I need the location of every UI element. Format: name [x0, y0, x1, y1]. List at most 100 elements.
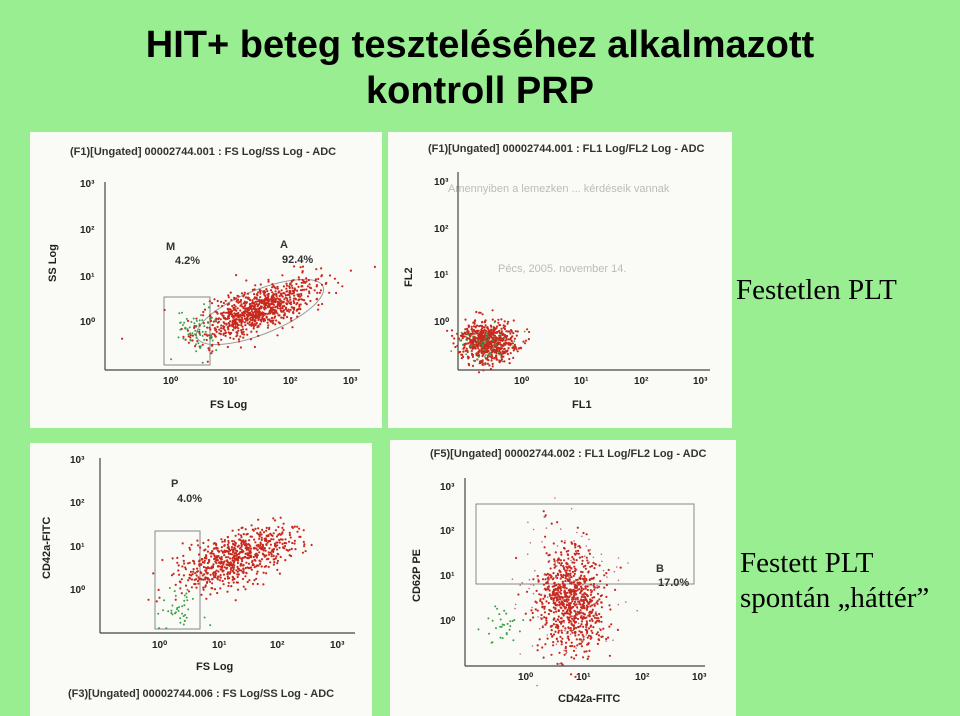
event-point	[274, 290, 277, 293]
event-point	[265, 558, 269, 561]
event-point	[584, 628, 587, 631]
event-point	[600, 553, 603, 555]
event-point	[488, 343, 491, 346]
event-point	[272, 563, 275, 566]
event-point	[251, 299, 254, 302]
event-point	[578, 576, 582, 579]
event-point	[592, 614, 595, 617]
event-point	[529, 542, 532, 544]
event-point	[576, 531, 578, 534]
event-point	[195, 586, 198, 589]
event-point	[537, 580, 540, 583]
event-point	[208, 349, 211, 352]
chart-panel-fs-ss: (F1)[Ungated] 00002744.001 : FS Log/SS L…	[30, 132, 382, 428]
event-point	[575, 552, 578, 555]
event-point	[564, 569, 567, 572]
event-point	[557, 589, 560, 592]
event-point	[266, 541, 269, 544]
event-point	[171, 613, 174, 616]
event-point	[576, 526, 579, 529]
event-point	[315, 285, 318, 288]
event-point	[489, 367, 492, 371]
event-point	[496, 325, 499, 328]
event-point	[241, 328, 245, 331]
event-point	[243, 321, 247, 324]
event-point	[503, 320, 506, 323]
event-point	[255, 302, 258, 306]
event-point	[211, 587, 214, 590]
event-point	[573, 609, 576, 612]
event-point	[236, 334, 239, 337]
event-point	[474, 340, 477, 343]
event-point	[222, 327, 225, 330]
event-point	[493, 321, 496, 324]
event-point	[564, 611, 566, 613]
event-point	[245, 561, 248, 564]
event-point	[206, 326, 209, 329]
event-point	[478, 356, 480, 358]
event-point	[478, 344, 481, 346]
event-point	[192, 570, 195, 573]
event-point	[235, 331, 238, 334]
event-point	[229, 557, 232, 560]
event-point	[209, 624, 212, 627]
event-point	[283, 309, 286, 312]
event-point	[226, 575, 229, 578]
event-point	[181, 542, 184, 545]
event-point	[253, 538, 256, 541]
event-point	[228, 564, 231, 567]
event-point	[542, 597, 545, 600]
event-point	[222, 311, 225, 314]
event-point	[301, 288, 304, 292]
event-point	[579, 585, 583, 588]
event-point	[281, 327, 284, 330]
event-point	[586, 636, 589, 639]
event-point	[472, 337, 475, 341]
event-point	[267, 324, 270, 327]
event-point	[262, 549, 265, 552]
event-point	[239, 298, 243, 302]
event-point	[471, 353, 474, 356]
event-point	[276, 300, 279, 303]
event-point	[583, 577, 586, 580]
event-point	[290, 316, 293, 320]
event-point	[531, 611, 534, 615]
event-point	[490, 356, 493, 359]
event-point	[202, 565, 205, 569]
event-point	[239, 335, 242, 338]
event-point	[248, 303, 251, 306]
event-point	[503, 360, 506, 363]
event-point	[275, 292, 278, 295]
event-point	[232, 549, 235, 552]
event-point	[577, 633, 580, 636]
event-point	[534, 569, 536, 572]
event-point	[499, 351, 502, 354]
event-point	[221, 312, 224, 315]
event-point	[512, 332, 515, 335]
event-point	[528, 330, 531, 334]
event-point	[598, 612, 601, 616]
event-point	[283, 314, 286, 317]
event-point	[464, 318, 467, 321]
event-point	[240, 292, 244, 295]
event-point	[573, 602, 576, 605]
event-point	[226, 566, 229, 569]
event-point	[609, 608, 612, 611]
event-point	[232, 561, 235, 564]
event-point	[480, 334, 483, 337]
event-point	[541, 578, 545, 581]
event-point	[242, 302, 245, 305]
event-point	[241, 314, 244, 317]
event-point	[585, 579, 588, 582]
event-point	[296, 530, 299, 533]
event-point	[244, 307, 247, 310]
event-point	[546, 572, 549, 575]
event-point	[602, 627, 605, 630]
event-point	[308, 292, 311, 295]
event-point	[595, 617, 598, 620]
event-point	[234, 327, 237, 330]
event-point	[259, 560, 262, 563]
event-point	[236, 561, 239, 565]
event-point	[552, 611, 555, 614]
event-point	[251, 321, 254, 324]
